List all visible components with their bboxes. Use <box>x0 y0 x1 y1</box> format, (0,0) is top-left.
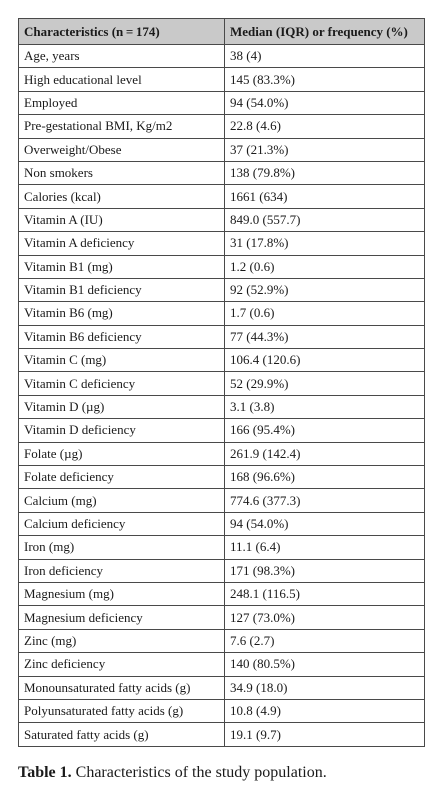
characteristic-cell: Overweight/Obese <box>18 137 225 162</box>
value-cell: 774.6 (377.3) <box>224 488 425 513</box>
value-cell: 1661 (634) <box>224 184 425 209</box>
characteristic-cell: Vitamin C deficiency <box>18 371 225 396</box>
value-cell: 1.2 (0.6) <box>224 254 425 279</box>
table-row: Monounsaturated fatty acids (g) 34.9 (18.… <box>18 675 425 700</box>
value-cell: 849.0 (557.7) <box>224 207 425 233</box>
value-cell: 140 (80.5%) <box>224 652 425 677</box>
table-row: Calories (kcal) 1661 (634) <box>18 184 425 209</box>
table-row: Vitamin D deficiency 166 (95.4%) <box>18 418 425 443</box>
characteristic-cell: Folate deficiency <box>18 465 225 490</box>
table-row: Overweight/Obese 37 (21.3%) <box>18 137 425 162</box>
characteristic-cell: Vitamin A (IU) <box>18 207 225 233</box>
characteristic-cell: Zinc deficiency <box>18 652 225 677</box>
characteristic-cell: Vitamin C (mg) <box>18 348 225 373</box>
table-row: Vitamin C (mg) 106.4 (120.6) <box>18 348 425 373</box>
characteristic-cell: Vitamin B1 (mg) <box>18 254 225 279</box>
value-cell: 248.1 (116.5) <box>224 581 425 607</box>
table-row: Employed 94 (54.0%) <box>18 90 425 116</box>
characteristics-table: Characteristics (n = 174) Median (IQR) o… <box>18 18 425 747</box>
value-cell: 77 (44.3%) <box>224 324 425 350</box>
value-cell: 166 (95.4%) <box>224 418 425 443</box>
characteristic-cell: Saturated fatty acids (g) <box>18 722 225 747</box>
table-row: Vitamin A deficiency 31 (17.8%) <box>18 231 425 256</box>
characteristic-cell: Vitamin A deficiency <box>18 231 225 256</box>
value-cell: 171 (98.3%) <box>224 558 425 583</box>
value-cell: 127 (73.0%) <box>224 605 425 630</box>
value-cell: 145 (83.3%) <box>224 67 425 92</box>
value-cell: 19.1 (9.7) <box>224 722 425 747</box>
table-header-row: Characteristics (n = 174) Median (IQR) o… <box>18 18 425 45</box>
characteristic-cell: Iron (mg) <box>18 535 225 560</box>
table-row: High educational level 145 (83.3%) <box>18 67 425 92</box>
table-row: Vitamin B1 (mg) 1.2 (0.6) <box>18 254 425 279</box>
value-cell: 31 (17.8%) <box>224 231 425 256</box>
table-row: Pre-gestational BMI, Kg/m2 22.8 (4.6) <box>18 114 425 139</box>
characteristic-cell: Calcium deficiency <box>18 511 225 537</box>
table-row: Folate deficiency 168 (96.6%) <box>18 465 425 490</box>
value-cell: 106.4 (120.6) <box>224 348 425 373</box>
value-cell: 7.6 (2.7) <box>224 628 425 654</box>
characteristic-cell: Magnesium (mg) <box>18 581 225 607</box>
characteristic-cell: High educational level <box>18 67 225 92</box>
characteristic-cell: Iron deficiency <box>18 558 225 583</box>
table-row: Polyunsaturated fatty acids (g) 10.8 (4.9… <box>18 698 425 724</box>
characteristic-cell: Vitamin D (µg) <box>18 394 225 420</box>
table-row: Vitamin C deficiency 52 (29.9%) <box>18 371 425 396</box>
characteristic-cell: Vitamin B6 (mg) <box>18 301 225 326</box>
value-cell: 92 (52.9%) <box>224 277 425 303</box>
table-row: Iron (mg) 11.1 (6.4) <box>18 535 425 560</box>
table-row: Magnesium (mg) 248.1 (116.5) <box>18 581 425 607</box>
table-row: Vitamin A (IU) 849.0 (557.7) <box>18 207 425 233</box>
characteristic-cell: Folate (µg) <box>18 441 225 467</box>
column-header-characteristics: Characteristics (n = 174) <box>18 18 225 45</box>
table-caption-text: Characteristics of the study population. <box>75 764 327 781</box>
table-row: Iron deficiency 171 (98.3%) <box>18 558 425 583</box>
table-row: Vitamin D (µg) 3.1 (3.8) <box>18 394 425 420</box>
value-cell: 3.1 (3.8) <box>224 394 425 420</box>
characteristic-cell: Zinc (mg) <box>18 628 225 654</box>
table-row: Zinc (mg) 7.6 (2.7) <box>18 628 425 654</box>
characteristic-cell: Non smokers <box>18 160 225 186</box>
value-cell: 52 (29.9%) <box>224 371 425 396</box>
column-header-median-frequency: Median (IQR) or frequency (%) <box>224 18 425 45</box>
table-row: Calcium (mg) 774.6 (377.3) <box>18 488 425 513</box>
value-cell: 11.1 (6.4) <box>224 535 425 560</box>
value-cell: 138 (79.8%) <box>224 160 425 186</box>
table-row: Non smokers 138 (79.8%) <box>18 160 425 186</box>
characteristic-cell: Polyunsaturated fatty acids (g) <box>18 698 225 724</box>
value-cell: 34.9 (18.0) <box>224 675 425 700</box>
table-row: Vitamin B1 deficiency 92 (52.9%) <box>18 277 425 303</box>
value-cell: 10.8 (4.9) <box>224 698 425 724</box>
value-cell: 22.8 (4.6) <box>224 114 425 139</box>
value-cell: 37 (21.3%) <box>224 137 425 162</box>
characteristic-cell: Calcium (mg) <box>18 488 225 513</box>
table-body: Age, years 38 (4) High educational level 14… <box>18 43 425 747</box>
table-caption-label: Table 1. <box>18 764 72 781</box>
characteristic-cell: Vitamin B1 deficiency <box>18 277 225 303</box>
table-row: Folate (µg) 261.9 (142.4) <box>18 441 425 467</box>
table-row: Zinc deficiency 140 (80.5%) <box>18 652 425 677</box>
table-row: Calcium deficiency 94 (54.0%) <box>18 511 425 537</box>
value-cell: 261.9 (142.4) <box>224 441 425 467</box>
characteristic-cell: Monounsaturated fatty acids (g) <box>18 675 225 700</box>
table-row: Vitamin B6 deficiency 77 (44.3%) <box>18 324 425 350</box>
value-cell: 168 (96.6%) <box>224 465 425 490</box>
value-cell: 38 (4) <box>224 43 425 69</box>
table-caption: Table 1. Characteristics of the study po… <box>18 764 327 782</box>
value-cell: 94 (54.0%) <box>224 90 425 116</box>
characteristic-cell: Magnesium deficiency <box>18 605 225 630</box>
characteristic-cell: Employed <box>18 90 225 116</box>
table-row: Age, years 38 (4) <box>18 43 425 69</box>
characteristic-cell: Calories (kcal) <box>18 184 225 209</box>
value-cell: 1.7 (0.6) <box>224 301 425 326</box>
characteristic-cell: Vitamin D deficiency <box>18 418 225 443</box>
characteristic-cell: Pre-gestational BMI, Kg/m2 <box>18 114 225 139</box>
table-row: Saturated fatty acids (g) 19.1 (9.7) <box>18 722 425 747</box>
table-row: Magnesium deficiency 127 (73.0%) <box>18 605 425 630</box>
characteristic-cell: Vitamin B6 deficiency <box>18 324 225 350</box>
table-row: Vitamin B6 (mg) 1.7 (0.6) <box>18 301 425 326</box>
value-cell: 94 (54.0%) <box>224 511 425 537</box>
characteristic-cell: Age, years <box>18 43 225 69</box>
